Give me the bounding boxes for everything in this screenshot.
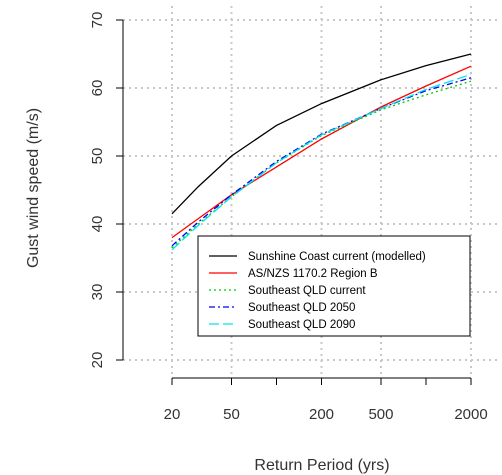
x-tick-label: 50: [223, 406, 240, 423]
legend-label: Sunshine Coast current (modelled): [248, 251, 426, 263]
legend-box: [197, 235, 471, 337]
axes: 20 50 200 500 2000 20 30 40 50 60 70: [89, 12, 488, 423]
legend-label: Southeast QLD 2050: [248, 302, 355, 314]
y-tick-label: 60: [89, 80, 106, 97]
x-tick-label: 2000: [454, 406, 487, 423]
x-tick-label: 500: [368, 406, 393, 423]
x-tick-label: 20: [164, 406, 181, 423]
series-line: [171, 77, 472, 247]
x-tick-label: 200: [309, 406, 334, 423]
y-tick-label: 30: [89, 284, 106, 301]
y-tick-label: 50: [89, 148, 106, 165]
y-axis-title: Gust wind speed (m/s): [25, 108, 42, 268]
series-line: [171, 73, 472, 251]
legend: Sunshine Coast current (modelled) AS/NZS …: [197, 235, 471, 337]
x-axis-title: Return Period (yrs): [254, 457, 389, 474]
y-tick-label: 40: [89, 216, 106, 233]
y-tick-label: 70: [89, 12, 106, 29]
legend-label: Southeast QLD current: [248, 285, 366, 297]
series-line: [171, 65, 472, 239]
series-group: [171, 53, 472, 251]
legend-label: AS/NZS 1170.2 Region B: [248, 268, 378, 280]
legend-label: Southeast QLD 2090: [248, 319, 355, 331]
y-tick-label: 20: [89, 352, 106, 369]
series-line: [171, 53, 472, 215]
